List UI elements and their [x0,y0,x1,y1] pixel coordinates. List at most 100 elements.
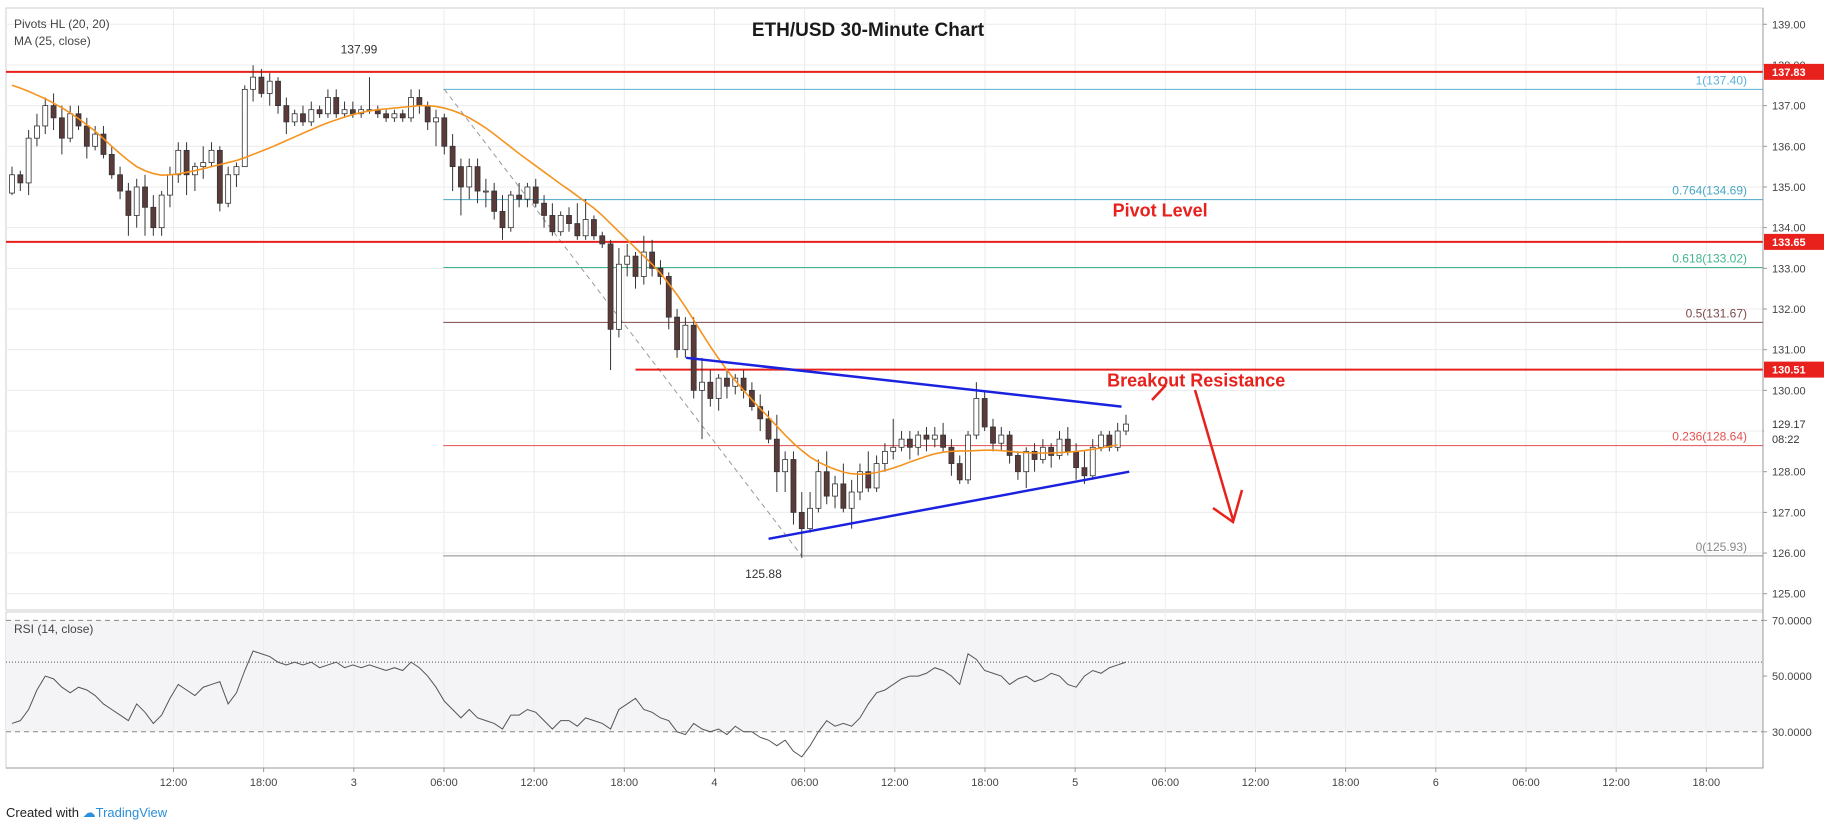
fib-level-label: 0(125.93) [1696,540,1747,554]
candle-up [915,434,922,448]
candle-up [732,377,739,387]
candle-down [1064,438,1071,452]
candle-down [441,117,448,147]
candle-up [715,377,722,399]
candle-down [142,186,148,208]
candle-down [117,174,123,192]
candles [9,65,1129,558]
candle-up [208,149,215,163]
candle-up [225,174,232,204]
candle-down [724,377,730,387]
candle-up [408,97,414,119]
candle-down [707,381,714,399]
candle-down [399,113,406,119]
time-tick-label: 12:00 [1602,777,1630,789]
candle-up [158,194,165,229]
tradingview-logo-icon: ☁ [82,805,96,820]
time-tick-label: 12:00 [520,777,548,789]
rsi-tick-label: 70.0000 [1772,615,1812,627]
candle-up [507,194,514,229]
candle-up [1098,434,1104,448]
time-tick-label: 4 [711,777,717,789]
candle-up [965,434,971,481]
fib-trend-line [443,89,803,557]
candle-down [948,446,955,464]
time-tick-label: 06:00 [1152,777,1180,789]
candle-down [1006,434,1013,456]
current-price-countdown: 08:22 [1772,434,1800,446]
price-tick-label: 133.00 [1772,263,1806,275]
candle-down [790,459,797,513]
candle-down [416,97,423,107]
price-level-badge [1764,361,1824,378]
time-tick-label: 06:00 [791,777,819,789]
price-level-badge-label: 133.65 [1772,237,1806,249]
candle-up [832,483,838,497]
price-tick-label: 128.00 [1772,467,1806,479]
candle-up [341,109,348,115]
candle-down [58,117,65,139]
price-tick-label: 127.00 [1772,507,1806,519]
candle-up [291,113,298,123]
candle-down [749,389,755,408]
candle-down [333,97,340,115]
price-tick-label: 136.00 [1772,141,1806,153]
time-tick-label: 12:00 [1242,777,1270,789]
candle-down [1081,467,1088,477]
candle-down [491,190,498,212]
candle-down [773,438,780,473]
candle-up [1023,450,1030,473]
candle-down [823,471,830,497]
rsi-line [11,650,1127,758]
footer-brand[interactable]: TradingView [95,805,168,820]
candle-up [848,491,855,509]
fib-level-label: 0.618(133.02) [1672,252,1747,266]
candle-up [308,109,315,123]
candle-up [433,117,439,123]
candle-down [349,109,356,115]
candle-down [607,243,614,330]
candle-down [1048,446,1055,456]
candle-up [815,471,822,509]
candle-up [615,263,622,330]
price-tick-label: 137.00 [1772,101,1806,113]
candle-up [34,125,40,139]
price-tick-label: 139.00 [1772,19,1806,31]
candle-up [807,507,813,530]
candle-up [873,463,880,489]
candle-down [499,210,506,229]
candle-up [624,255,631,265]
candle-down [906,438,913,448]
candle-down [150,206,157,229]
candle-up [92,133,99,147]
candle-down [449,145,456,168]
candle-down [923,434,930,440]
fib-level-label: 1(137.40) [1696,73,1747,87]
candle-up [890,446,897,452]
candle-down [474,166,481,192]
candle-down [1073,450,1080,469]
candle-up [241,88,248,168]
time-tick-label: 18:00 [250,777,278,789]
candle-up [898,438,905,448]
candle-down [300,113,306,123]
footer: Created with ☁TradingView [6,805,167,821]
candle-up [67,113,74,139]
candle-down [632,255,639,277]
candle-up [266,80,273,94]
candle-down [1031,450,1038,460]
candle-down [125,190,132,216]
candle-down [50,105,57,119]
candle-up [9,174,15,194]
candle-down [591,219,597,237]
candle-up [133,186,140,216]
candle-down [649,251,656,269]
candle-up [325,97,331,115]
candle-up [699,381,705,391]
candle-up [524,186,531,200]
current-price-label: 129.17 [1772,419,1806,431]
axes: 12:00 18:00 3 06:00 12:00 18:00 4 06:00 12:00 18:… [6,8,1824,789]
fib-level-label: 0.236(128.64) [1672,430,1747,444]
candle-down [17,174,24,184]
time-tick-label: 12:00 [881,777,909,789]
